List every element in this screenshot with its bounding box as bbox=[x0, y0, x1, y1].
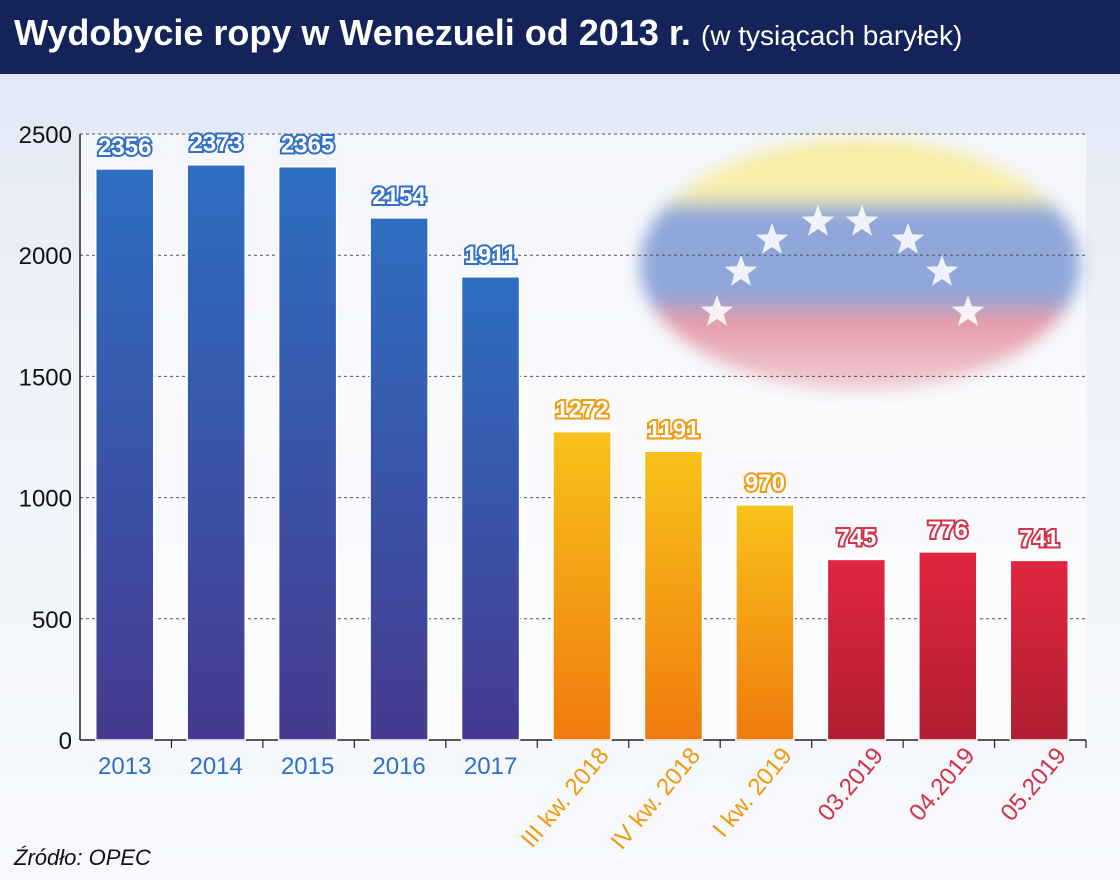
bar-value-label: 1272 bbox=[555, 397, 608, 424]
bar bbox=[94, 168, 155, 741]
bar bbox=[735, 504, 795, 741]
chart-title-text: Wydobycie ropy w Wenezueli od 2013 r. bbox=[14, 12, 691, 53]
x-tick-label: I kw. 2019 bbox=[707, 743, 797, 843]
bar bbox=[552, 430, 612, 741]
chart-header: Wydobycie ropy w Wenezueli od 2013 r. (w … bbox=[0, 0, 1120, 74]
bar-value-label: 970 bbox=[745, 470, 785, 497]
y-tick-label: 1000 bbox=[19, 486, 72, 513]
bar bbox=[826, 558, 887, 741]
star-icon bbox=[724, 255, 758, 286]
y-tick-label: 500 bbox=[32, 607, 72, 634]
bar-value-label: 741 bbox=[1019, 525, 1059, 552]
x-tick-label: 2016 bbox=[372, 753, 425, 780]
bar-value-label: 2365 bbox=[281, 132, 334, 159]
bar bbox=[277, 165, 338, 741]
chart-title: Wydobycie ropy w Wenezueli od 2013 r. (w … bbox=[14, 12, 962, 54]
x-tick-label: 05.2019 bbox=[995, 743, 1071, 827]
bar bbox=[369, 217, 429, 741]
venezuela-flag-graphic bbox=[640, 140, 1080, 390]
star-icon bbox=[801, 205, 835, 236]
x-tick-label: 04.2019 bbox=[904, 743, 980, 827]
x-tick-label: 03.2019 bbox=[813, 743, 889, 827]
x-tick-label: 2013 bbox=[98, 753, 151, 780]
bar-value-label: 776 bbox=[928, 517, 968, 544]
bar bbox=[186, 164, 246, 741]
bar bbox=[1009, 559, 1070, 741]
bar-value-label: 1191 bbox=[647, 416, 699, 443]
star-icon bbox=[925, 255, 959, 286]
y-tick-label: 2000 bbox=[19, 243, 72, 270]
bar-value-label: 2373 bbox=[189, 130, 242, 157]
x-tick-label: 2017 bbox=[464, 753, 517, 780]
bar bbox=[643, 450, 704, 741]
x-tick-label: 2014 bbox=[189, 753, 242, 780]
star-icon bbox=[951, 295, 985, 326]
bar-value-label: 2154 bbox=[372, 183, 426, 210]
x-tick-label: III kw. 2018 bbox=[516, 743, 615, 853]
bar-value-label: 745 bbox=[836, 524, 876, 551]
source-note: Źródło: OPEC bbox=[14, 845, 151, 870]
bar bbox=[918, 551, 978, 741]
star-icon bbox=[755, 223, 789, 254]
bar-value-label: 2356 bbox=[98, 134, 151, 161]
x-tick-label: 2015 bbox=[281, 753, 334, 780]
chart-subtitle: (w tysiącach baryłek) bbox=[700, 20, 963, 51]
y-tick-label: 1500 bbox=[19, 364, 72, 391]
star-icon bbox=[891, 223, 925, 254]
star-icon bbox=[700, 295, 734, 326]
x-tick-label: IV kw. 2018 bbox=[606, 743, 706, 855]
star-icon bbox=[845, 205, 879, 236]
y-tick-label: 2500 bbox=[19, 122, 72, 149]
bar-value-label: 1911 bbox=[465, 242, 517, 269]
bar bbox=[460, 276, 521, 741]
y-tick-label: 0 bbox=[59, 728, 72, 755]
